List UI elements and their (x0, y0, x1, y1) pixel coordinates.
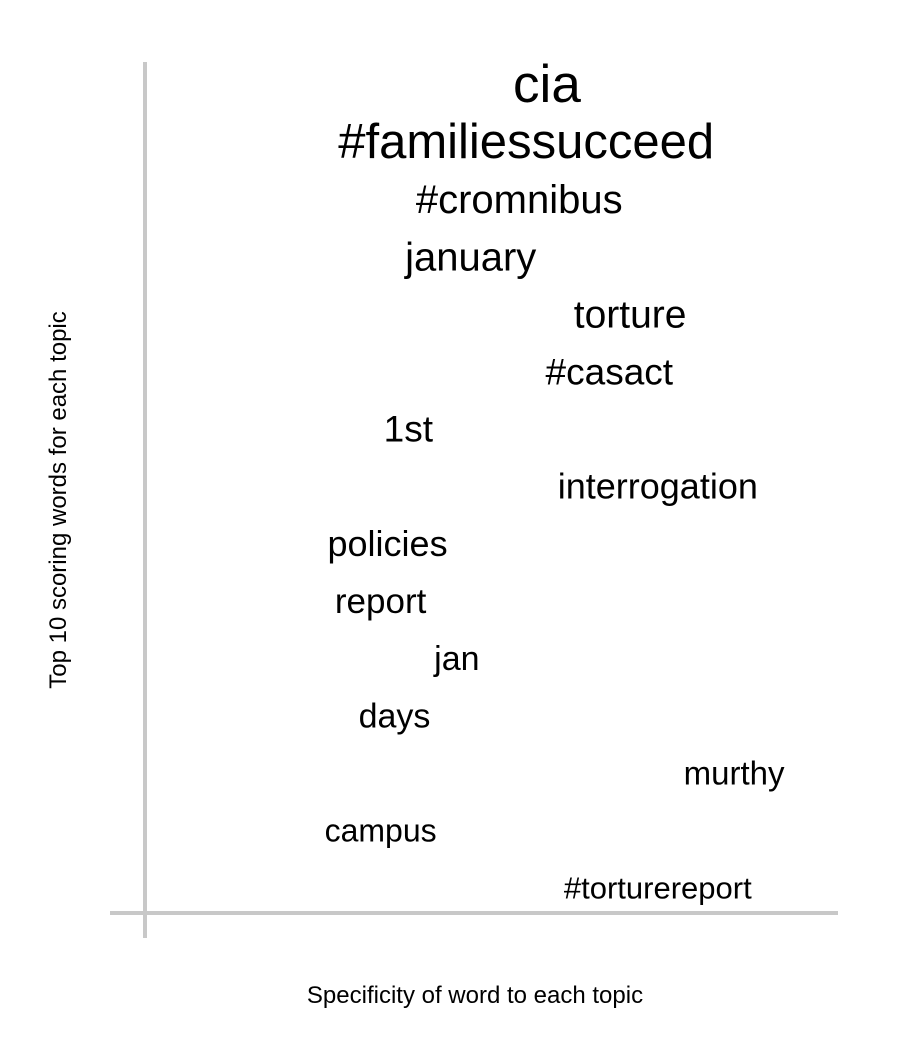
x-axis-title: Specificity of word to each topic (307, 982, 643, 1009)
word-label: murthy (684, 754, 785, 791)
word-label: 1st (384, 409, 434, 450)
word-label: campus (325, 812, 437, 848)
words-group: cia#familiessucceed #cromnibus january tort… (325, 55, 785, 905)
word-label: #familiessucceed (338, 115, 714, 169)
y-axis-title: Top 10 scoring words for each topic (45, 311, 72, 689)
word-label: policies (328, 523, 448, 564)
word-label: #casact (546, 351, 674, 392)
word-label: torture (574, 293, 687, 336)
word-label: cia (513, 55, 581, 114)
word-label: interrogation (558, 466, 758, 507)
word-label: days (359, 697, 431, 735)
word-label: report (335, 582, 427, 621)
word-label: jan (433, 640, 479, 678)
word-label: #cromnibus (416, 178, 623, 222)
word-label: january (404, 235, 536, 279)
word-label: #torturereport (564, 870, 752, 905)
